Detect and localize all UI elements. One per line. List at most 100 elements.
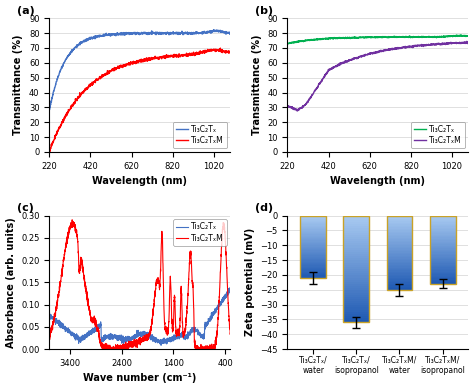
Bar xyxy=(301,218,326,219)
Ti₃C₂Tₓ xyxy=(65,53,71,58)
Bar xyxy=(429,282,456,284)
Ti₃C₂Tₓ xyxy=(465,34,471,39)
Bar xyxy=(429,220,456,221)
Ti₃C₂Tₓ xyxy=(188,30,193,35)
Bar xyxy=(344,305,369,307)
Bar xyxy=(387,238,412,239)
Bar xyxy=(301,221,326,222)
Ti₃C₂TₓM xyxy=(56,292,62,296)
Bar xyxy=(429,216,456,284)
Bar xyxy=(387,237,412,238)
Ti₃C₂Tₓ xyxy=(130,334,136,339)
Bar xyxy=(429,218,456,220)
Bar xyxy=(301,223,326,224)
Bar xyxy=(301,269,326,270)
Bar xyxy=(387,233,412,235)
Bar xyxy=(301,273,326,274)
Bar xyxy=(429,252,456,254)
Y-axis label: Transmittance (%): Transmittance (%) xyxy=(13,35,23,135)
Bar xyxy=(344,245,369,248)
Bar xyxy=(301,233,326,234)
Bar xyxy=(429,265,456,266)
Bar xyxy=(387,228,412,229)
Text: (a): (a) xyxy=(17,5,35,16)
Bar xyxy=(344,286,369,288)
Bar xyxy=(387,241,412,242)
Bar xyxy=(344,294,369,297)
Bar xyxy=(344,282,369,284)
Bar xyxy=(344,244,369,245)
Bar xyxy=(387,219,412,220)
Bar xyxy=(429,229,456,231)
Bar xyxy=(429,236,456,237)
Ti₃C₂TₓM xyxy=(303,102,309,107)
Text: (b): (b) xyxy=(255,5,273,16)
Bar xyxy=(344,265,369,267)
Bar xyxy=(344,316,369,318)
Bar xyxy=(387,279,412,281)
Bar xyxy=(301,232,326,233)
Bar xyxy=(344,284,369,286)
Bar xyxy=(429,240,456,242)
Bar xyxy=(429,224,456,225)
Bar xyxy=(344,224,369,226)
Ti₃C₂TₓM xyxy=(228,331,233,335)
Bar xyxy=(344,297,369,299)
Bar xyxy=(344,278,369,280)
Ti₃C₂TₓM xyxy=(102,347,108,352)
Bar xyxy=(429,255,456,256)
Bar xyxy=(301,267,326,268)
Bar xyxy=(344,256,369,258)
Bar xyxy=(301,253,326,254)
Bar xyxy=(387,217,412,219)
Y-axis label: Zeta potential (mV): Zeta potential (mV) xyxy=(245,228,255,336)
Bar xyxy=(301,216,326,217)
Bar xyxy=(344,237,369,239)
Bar xyxy=(429,256,456,258)
Bar xyxy=(301,263,326,264)
X-axis label: Wavelength (nm): Wavelength (nm) xyxy=(330,176,426,186)
Bar xyxy=(387,268,412,269)
Bar xyxy=(387,229,412,230)
Line: Ti₃C₂Tₓ: Ti₃C₂Tₓ xyxy=(287,35,468,44)
Ti₃C₂TₓM xyxy=(465,40,471,45)
Bar xyxy=(344,314,369,316)
Ti₃C₂Tₓ xyxy=(409,35,415,39)
Bar xyxy=(301,240,326,242)
Bar xyxy=(301,244,326,245)
Bar xyxy=(429,226,456,228)
Ti₃C₂TₓM xyxy=(409,44,415,48)
Bar xyxy=(387,284,412,285)
Ti₃C₂TₓM xyxy=(46,149,52,154)
Bar xyxy=(387,259,412,260)
Bar xyxy=(429,251,456,252)
Bar xyxy=(387,257,412,259)
Bar xyxy=(344,290,369,293)
Ti₃C₂Tₓ xyxy=(358,35,364,40)
Bar xyxy=(301,235,326,237)
Ti₃C₂Tₓ xyxy=(191,30,197,35)
Ti₃C₂TₓM xyxy=(46,334,52,339)
Line: Ti₃C₂Tₓ: Ti₃C₂Tₓ xyxy=(49,288,230,345)
Bar xyxy=(301,262,326,263)
Bar xyxy=(429,274,456,276)
Bar xyxy=(301,222,326,223)
Bar xyxy=(387,270,412,272)
Bar xyxy=(429,262,456,263)
Bar xyxy=(429,245,456,247)
Bar xyxy=(301,242,326,243)
Bar xyxy=(387,288,412,290)
Bar xyxy=(429,233,456,235)
Ti₃C₂Tₓ xyxy=(303,38,309,43)
Bar xyxy=(429,228,456,229)
Bar xyxy=(301,258,326,259)
Line: Ti₃C₂Tₓ: Ti₃C₂Tₓ xyxy=(49,30,230,110)
Ti₃C₂TₓM xyxy=(135,341,140,346)
Bar xyxy=(344,299,369,301)
Bar xyxy=(301,270,326,272)
Bar xyxy=(301,268,326,269)
Ti₃C₂Tₓ xyxy=(458,33,464,37)
Bar xyxy=(301,234,326,235)
Ti₃C₂Tₓ xyxy=(228,291,233,296)
Bar xyxy=(429,239,456,240)
